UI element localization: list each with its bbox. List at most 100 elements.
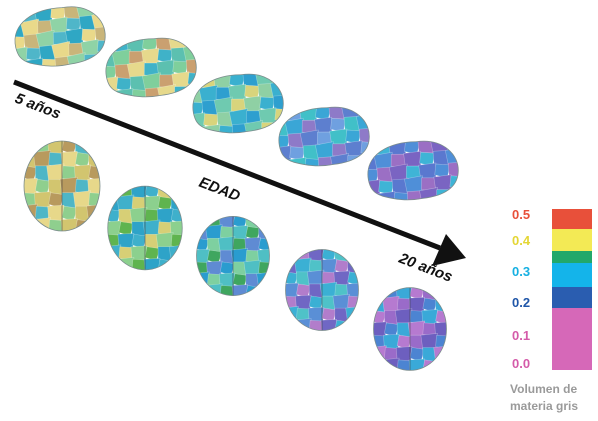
legend-tick-0-2: 0.2 (512, 295, 530, 310)
cortical-region (24, 219, 38, 231)
brain-top-9 (107, 185, 183, 271)
cortical-region (196, 285, 210, 296)
cortical-region (330, 153, 351, 169)
cortical-region (190, 127, 207, 136)
cortical-region (202, 124, 221, 136)
cortical-region (116, 257, 135, 270)
age-arrow (13, 79, 466, 266)
brain-side-12 (190, 71, 286, 136)
brain-side-16 (276, 104, 372, 169)
cortical-region (433, 345, 447, 363)
cortical-region (230, 248, 249, 264)
cortical-region (170, 258, 183, 270)
cortical-region (131, 258, 148, 270)
legend-tick-0-5: 0.5 (512, 207, 530, 222)
cortical-region (243, 259, 261, 276)
brain-top-20 (373, 287, 447, 371)
cortical-region (24, 203, 38, 222)
cortical-region (24, 141, 38, 155)
brain-side-20 (365, 138, 461, 203)
legend-swatch-0-5 (552, 209, 592, 229)
cortical-region (382, 357, 400, 371)
cortical-region (205, 283, 223, 296)
cortical-region (174, 86, 191, 100)
cortical-region (420, 333, 438, 350)
brain-top-5 (23, 140, 101, 232)
cortical-region (294, 318, 312, 331)
cortical-region (448, 186, 461, 203)
cortical-region (244, 120, 265, 136)
cortical-region (435, 359, 447, 371)
cortical-region (196, 216, 210, 229)
start-age-label: 5 años (13, 90, 63, 123)
legend-swatch-0-2 (552, 287, 592, 308)
cortical-region (436, 189, 453, 203)
legend-tick-0-0: 0.0 (512, 356, 530, 371)
cortical-region (308, 319, 325, 331)
cortical-region (433, 287, 447, 301)
cortical-region (261, 122, 278, 136)
legend-tick-0-4: 0.4 (512, 233, 531, 248)
cortical-region (103, 91, 120, 100)
cortical-region (256, 271, 270, 288)
legend-tick-0-1: 0.1 (512, 328, 530, 343)
cortical-region (107, 220, 122, 237)
cortical-region (231, 284, 249, 296)
cortical-region (285, 249, 299, 262)
cortical-region (377, 191, 396, 203)
legend-swatch-0-3 (552, 263, 592, 287)
cortical-region (12, 61, 29, 71)
cortical-region (320, 319, 338, 331)
cortical-region (217, 236, 236, 253)
cortical-region (88, 219, 100, 231)
cortical-region (72, 190, 91, 209)
cortical-region (332, 293, 350, 311)
cortical-region (107, 244, 122, 262)
cortical-region (107, 186, 122, 199)
brain-side-5 (11, 3, 108, 71)
cortical-region (345, 249, 359, 262)
cortical-region (422, 287, 438, 301)
cortical-region (373, 321, 387, 338)
legend-swatch-0-35 (552, 251, 592, 263)
cortical-region (157, 84, 178, 100)
cortical-region (276, 160, 293, 169)
cortical-region (245, 216, 261, 229)
cortical-region (288, 157, 307, 169)
cortical-region (157, 186, 174, 199)
cortical-region (86, 141, 100, 155)
cortical-region (84, 53, 100, 69)
cortical-region (408, 358, 426, 371)
cortical-region (258, 285, 270, 296)
cortical-region (75, 141, 92, 155)
cortical-region (256, 216, 270, 229)
cortical-region (196, 248, 210, 264)
cortical-region (155, 232, 174, 249)
legend-tick-0-3: 0.3 (512, 264, 530, 279)
legend-title-line1: Volumen de (510, 382, 577, 396)
color-scale-legend: 0.5 0.4 0.3 0.2 0.1 0.0 Volumen de mater… (510, 207, 592, 413)
legend-swatch-0-1 (552, 308, 592, 370)
cortical-region (196, 271, 210, 288)
cortical-region (24, 177, 38, 196)
cortical-region (285, 282, 299, 299)
brain-side-9 (103, 35, 199, 100)
cortical-region (285, 306, 299, 323)
brain-top-16 (285, 249, 359, 331)
cortical-region (365, 194, 382, 203)
cortical-region (25, 57, 44, 71)
cortical-region (345, 306, 359, 323)
cortical-region (60, 218, 78, 231)
cortical-region (373, 345, 387, 363)
cortical-region (48, 219, 65, 231)
age-axis-label: EDAD (197, 174, 243, 205)
legend-swatch-0-4 (552, 229, 592, 251)
cortical-region (86, 203, 100, 222)
cortical-region (168, 186, 183, 199)
cortical-region (396, 359, 413, 371)
cortical-region (143, 257, 161, 270)
cortical-region (285, 319, 299, 331)
cortical-region (334, 249, 350, 262)
cortical-region (373, 359, 387, 371)
